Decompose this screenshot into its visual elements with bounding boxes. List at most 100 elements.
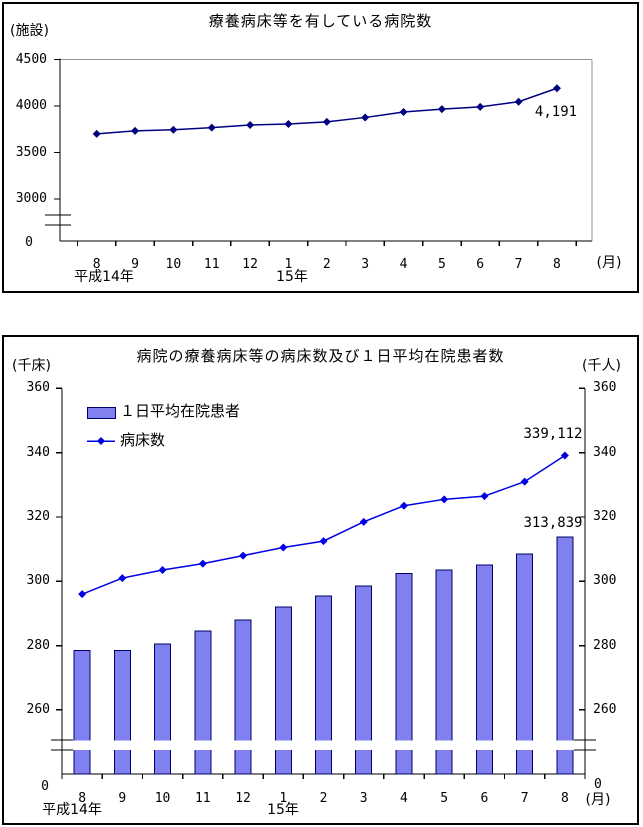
month-tick-label: 1: [284, 257, 293, 272]
data-point-marker: [520, 477, 529, 486]
y-tick-label-left: 260: [26, 701, 50, 717]
y-tick-label: 3500: [15, 144, 47, 160]
data-point-marker: [239, 551, 248, 560]
inpatients-bar: [395, 572, 413, 775]
data-point-marker: [399, 501, 408, 510]
month-tick-label: 3: [359, 791, 368, 806]
month-tick-label: 8: [78, 791, 87, 806]
chart-title-beds: 病院の療養病床等の病床数及び１日平均在院患者数: [136, 347, 505, 365]
y-tick-label: 3000: [15, 191, 47, 206]
era-label-15: 15年: [276, 269, 308, 285]
y-tick-label-right: 360: [593, 380, 617, 396]
y-tick-label-left: 320: [26, 509, 50, 524]
data-label-inpatients-last: 313,839: [523, 515, 583, 531]
inpatients-bar: [113, 649, 131, 775]
era-label-heisei14: 平成14年: [74, 269, 134, 285]
panel-hospitals: 療養病床等を有している病院数 (施設) (月) 平成14年 15年 4,191 …: [2, 2, 639, 293]
inpatients-bar: [274, 606, 292, 775]
hospitals-plot: [45, 58, 593, 246]
data-point-marker: [361, 113, 370, 122]
inpatients-bar: [475, 564, 493, 775]
y-zero-label-right: 0: [594, 777, 602, 792]
data-point-marker: [319, 537, 328, 546]
month-tick-label: 10: [154, 791, 171, 806]
y-tick-label-left: 280: [26, 637, 50, 653]
month-tick-label: 8: [553, 257, 561, 272]
data-point-marker: [246, 120, 255, 129]
data-point-marker: [92, 129, 101, 138]
month-tick-label: 1: [279, 791, 288, 806]
month-tick-label: 5: [437, 257, 446, 272]
month-tick-label: 2: [319, 791, 328, 806]
data-point-marker: [359, 517, 368, 526]
inpatients-bar: [556, 536, 574, 775]
data-point-marker: [560, 451, 569, 460]
inpatients-bar: [234, 619, 252, 775]
data-point-marker: [440, 495, 449, 504]
month-tick-label: 9: [131, 257, 139, 272]
legend-line-label: 病床数: [120, 431, 166, 449]
y-zero-label-left: 0: [41, 779, 49, 794]
y-tick-label: 4000: [15, 98, 47, 113]
right-axis-unit-label: (千人): [582, 358, 621, 374]
hospitals-trend-line: [96, 87, 558, 135]
y-axis-unit-label: (施設): [10, 23, 49, 39]
data-point-marker: [131, 126, 140, 135]
inpatients-bar: [194, 630, 212, 775]
data-point-marker: [118, 574, 127, 583]
data-point-marker: [279, 543, 288, 552]
month-tick-label: 9: [118, 791, 127, 806]
inpatients-bar: [73, 649, 91, 775]
data-point-marker: [552, 84, 561, 93]
month-tick-label: 4: [399, 257, 408, 272]
inpatients-bar: [435, 569, 453, 775]
month-tick-label: 8: [92, 257, 101, 272]
legend-bar-label: １日平均在院患者: [120, 402, 241, 420]
y-tick-label-right: 320: [593, 509, 617, 524]
y-tick-label: 4500: [15, 51, 47, 67]
y-tick-label-right: 260: [593, 701, 617, 717]
era-label-15: 15年: [267, 802, 299, 818]
month-tick-label: 7: [514, 257, 523, 272]
data-point-marker: [399, 108, 408, 117]
data-point-marker: [476, 102, 485, 111]
month-tick-label: 12: [235, 791, 251, 806]
axis-break-band: [63, 740, 584, 750]
inpatients-bar: [516, 553, 534, 775]
month-tick-label: 10: [165, 257, 182, 272]
month-tick-label: 8: [560, 791, 569, 806]
era-label-heisei14: 平成14年: [42, 802, 102, 818]
data-point-marker: [284, 120, 293, 129]
data-point-marker: [207, 123, 216, 132]
inpatients-bar: [154, 643, 172, 775]
y-tick-label-left: 340: [26, 444, 50, 460]
legend-bar-swatch: [87, 407, 116, 419]
data-point-marker: [322, 117, 331, 126]
data-label-beds-last: 339,112: [523, 426, 583, 442]
month-tick-label: 6: [480, 791, 489, 806]
y-zero-label: 0: [25, 235, 33, 250]
month-tick-label: 3: [361, 257, 370, 272]
data-point-marker: [480, 492, 489, 501]
data-point-marker: [78, 590, 87, 599]
left-axis-unit-label: (千床): [12, 358, 51, 374]
data-label-hospitals-last: 4,191: [534, 104, 578, 120]
y-tick-label-right: 300: [593, 573, 617, 589]
month-tick-label: 6: [476, 257, 485, 272]
y-tick-label-left: 300: [26, 573, 50, 589]
data-point-marker: [437, 105, 446, 114]
x-axis-unit-label: (月): [596, 255, 622, 271]
panel-beds-inpatients: 病院の療養病床等の病床数及び１日平均在院患者数 (千床) (千人) (月) 平成…: [2, 335, 639, 825]
month-tick-label: 5: [440, 791, 449, 806]
beds-inpatients-plot: [51, 387, 596, 779]
month-tick-label: 12: [242, 257, 258, 272]
y-tick-label-right: 340: [593, 444, 617, 460]
inpatients-bar: [355, 585, 373, 775]
data-point-marker: [198, 559, 207, 568]
inpatients-bar: [315, 595, 332, 775]
legend-line-swatch: [87, 437, 115, 445]
y-tick-label-right: 280: [593, 637, 617, 653]
x-axis-unit-label: (月): [585, 792, 611, 808]
month-tick-label: 11: [194, 791, 211, 806]
